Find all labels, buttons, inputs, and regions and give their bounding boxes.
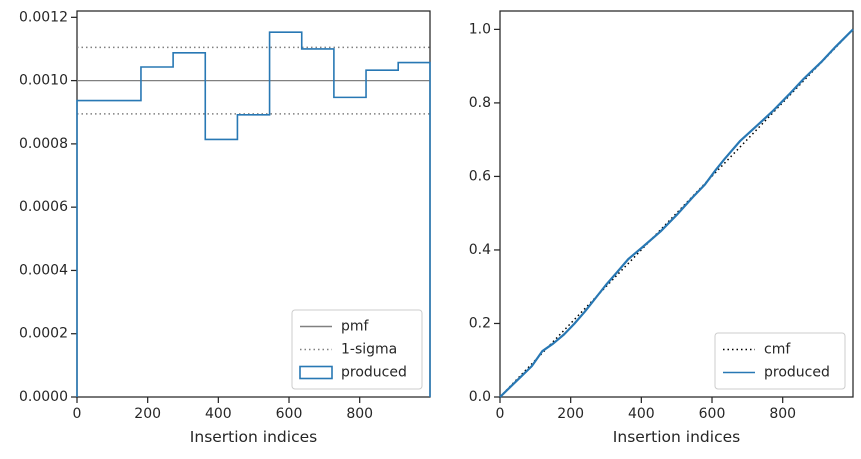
y-tick-label: 0.0008	[19, 136, 68, 152]
legend-label: cmf	[764, 342, 791, 358]
x-tick-label: 800	[769, 406, 796, 422]
series-layer	[76, 31, 431, 397]
x-axis-label: Insertion indices	[613, 428, 740, 446]
x-tick-label: 400	[205, 406, 232, 422]
x-tick-label: 400	[628, 406, 655, 422]
y-tick-label: 0.0	[469, 389, 491, 405]
y-tick-label: 0.0010	[19, 73, 68, 89]
legend-label: 1-sigma	[341, 342, 397, 358]
x-tick-label: 600	[699, 406, 726, 422]
legend-entry: pmf	[300, 319, 370, 335]
y-tick-label: 0.0012	[19, 9, 68, 25]
legend-label: produced	[341, 365, 407, 381]
legend-swatch	[299, 365, 333, 380]
y-tick-label: 0.6	[469, 168, 491, 184]
series-produced-line	[499, 28, 854, 398]
x-axis-label: Insertion indices	[190, 428, 317, 446]
series-produced-step-line	[76, 31, 431, 397]
y-tick-label: 0.4	[469, 242, 491, 258]
y-tick-label: 0.0004	[19, 262, 68, 278]
y-tick-label: 1.0	[469, 21, 491, 37]
legend-label: produced	[764, 365, 830, 381]
x-tick-label: 800	[346, 406, 373, 422]
x-tick-label: 200	[134, 406, 161, 422]
plot-area-frame	[499, 10, 854, 398]
legend-entry: cmf	[723, 342, 791, 358]
legend-label: pmf	[341, 319, 370, 335]
x-tick-label: 200	[557, 406, 584, 422]
left-chart-pmf: 0 200 400 600 800 0.0000 0.0002 0.0004 0.0006 0.0…	[19, 9, 431, 446]
y-tick-label: 0.2	[469, 315, 491, 331]
y-tick-label: 0.0006	[19, 199, 68, 215]
y-tick-label: 0.8	[469, 95, 491, 111]
x-tick-label: 600	[276, 406, 303, 422]
series-layer	[499, 28, 854, 398]
right-chart-cmf: 0 200 400 600 800 0.0 0.2 0.4 0.6 0.8 1.0 Insertion…	[469, 10, 854, 446]
legend: cmf produced	[714, 332, 846, 390]
y-tick-label: 0.0002	[19, 326, 68, 342]
legend-frame	[291, 309, 423, 390]
legend-entry: produced	[299, 365, 407, 381]
x-tick-label: 0	[496, 406, 505, 422]
y-tick-label: 0.0000	[19, 389, 68, 405]
x-tick-label: 0	[73, 406, 82, 422]
legend: pmf 1-sigma produced	[291, 309, 423, 390]
legend-entry: produced	[723, 365, 830, 381]
legend-frame	[714, 332, 846, 390]
legend-entry: 1-sigma	[300, 342, 397, 358]
